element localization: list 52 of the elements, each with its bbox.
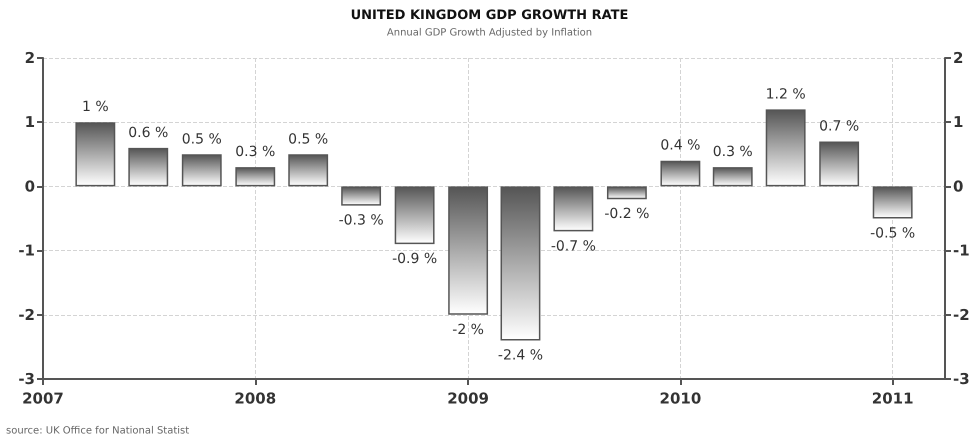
data-label: -0.7 %	[550, 238, 596, 254]
data-label: 0.5 %	[288, 131, 328, 148]
data-label: -0.2 %	[604, 206, 650, 222]
data-label: 0.5 %	[182, 131, 222, 148]
data-label: 1 %	[82, 99, 109, 116]
y-tick-label: 2	[24, 49, 35, 67]
x-tick-label: 2007	[22, 390, 64, 408]
data-label: 0.6 %	[128, 124, 168, 141]
bar	[128, 148, 168, 186]
data-label: -0.9 %	[392, 251, 438, 268]
source-note: source: UK Office for National Statist	[6, 426, 190, 436]
bar	[182, 154, 222, 186]
bar	[606, 186, 647, 200]
bar	[660, 160, 700, 186]
bar	[235, 167, 276, 186]
data-label: -2.4 %	[498, 347, 543, 364]
bar	[341, 186, 382, 206]
bar	[553, 186, 594, 232]
data-label: 0.3 %	[712, 144, 753, 160]
y2-tick-label: -2	[953, 306, 970, 324]
bar	[872, 186, 913, 218]
data-label: 1.2 %	[766, 86, 806, 102]
y2-tick-label: 1	[953, 113, 964, 132]
y2-tick-label: 0	[953, 177, 964, 196]
data-label: 0.7 %	[819, 118, 860, 134]
bar	[500, 186, 540, 340]
bar	[288, 154, 328, 186]
chart-subtitle: Annual GDP Growth Adjusted by Inflation	[386, 28, 592, 38]
x-tick-label: 2008	[234, 390, 276, 408]
bar	[712, 167, 753, 186]
bar	[766, 109, 806, 186]
data-label: 0.4 %	[660, 138, 700, 154]
y2-tick-label: 2	[953, 49, 964, 67]
data-label: 0.3 %	[235, 144, 276, 160]
x-tick-label: 2010	[660, 390, 702, 408]
data-label: -0.5 %	[870, 226, 916, 242]
y-tick-label: 1	[24, 113, 35, 132]
bar	[394, 186, 435, 244]
y-tick-label: -2	[18, 306, 35, 324]
bar	[75, 122, 116, 186]
y2-tick-label: -3	[953, 370, 970, 388]
y2-tick-label: -1	[953, 242, 970, 260]
bar	[819, 141, 860, 186]
x-tick-label: 2011	[872, 390, 914, 408]
y-tick-label: -1	[18, 242, 35, 260]
bar	[448, 186, 488, 315]
data-label: -0.3 %	[338, 212, 384, 229]
x-tick-label: 2009	[447, 390, 489, 408]
chart-title: UNITED KINGDOM GDP GROWTH RATE	[350, 8, 628, 23]
y-tick-label: -3	[18, 370, 35, 388]
y-tick-label: 0	[24, 177, 35, 196]
data-label: -2 %	[452, 322, 484, 338]
